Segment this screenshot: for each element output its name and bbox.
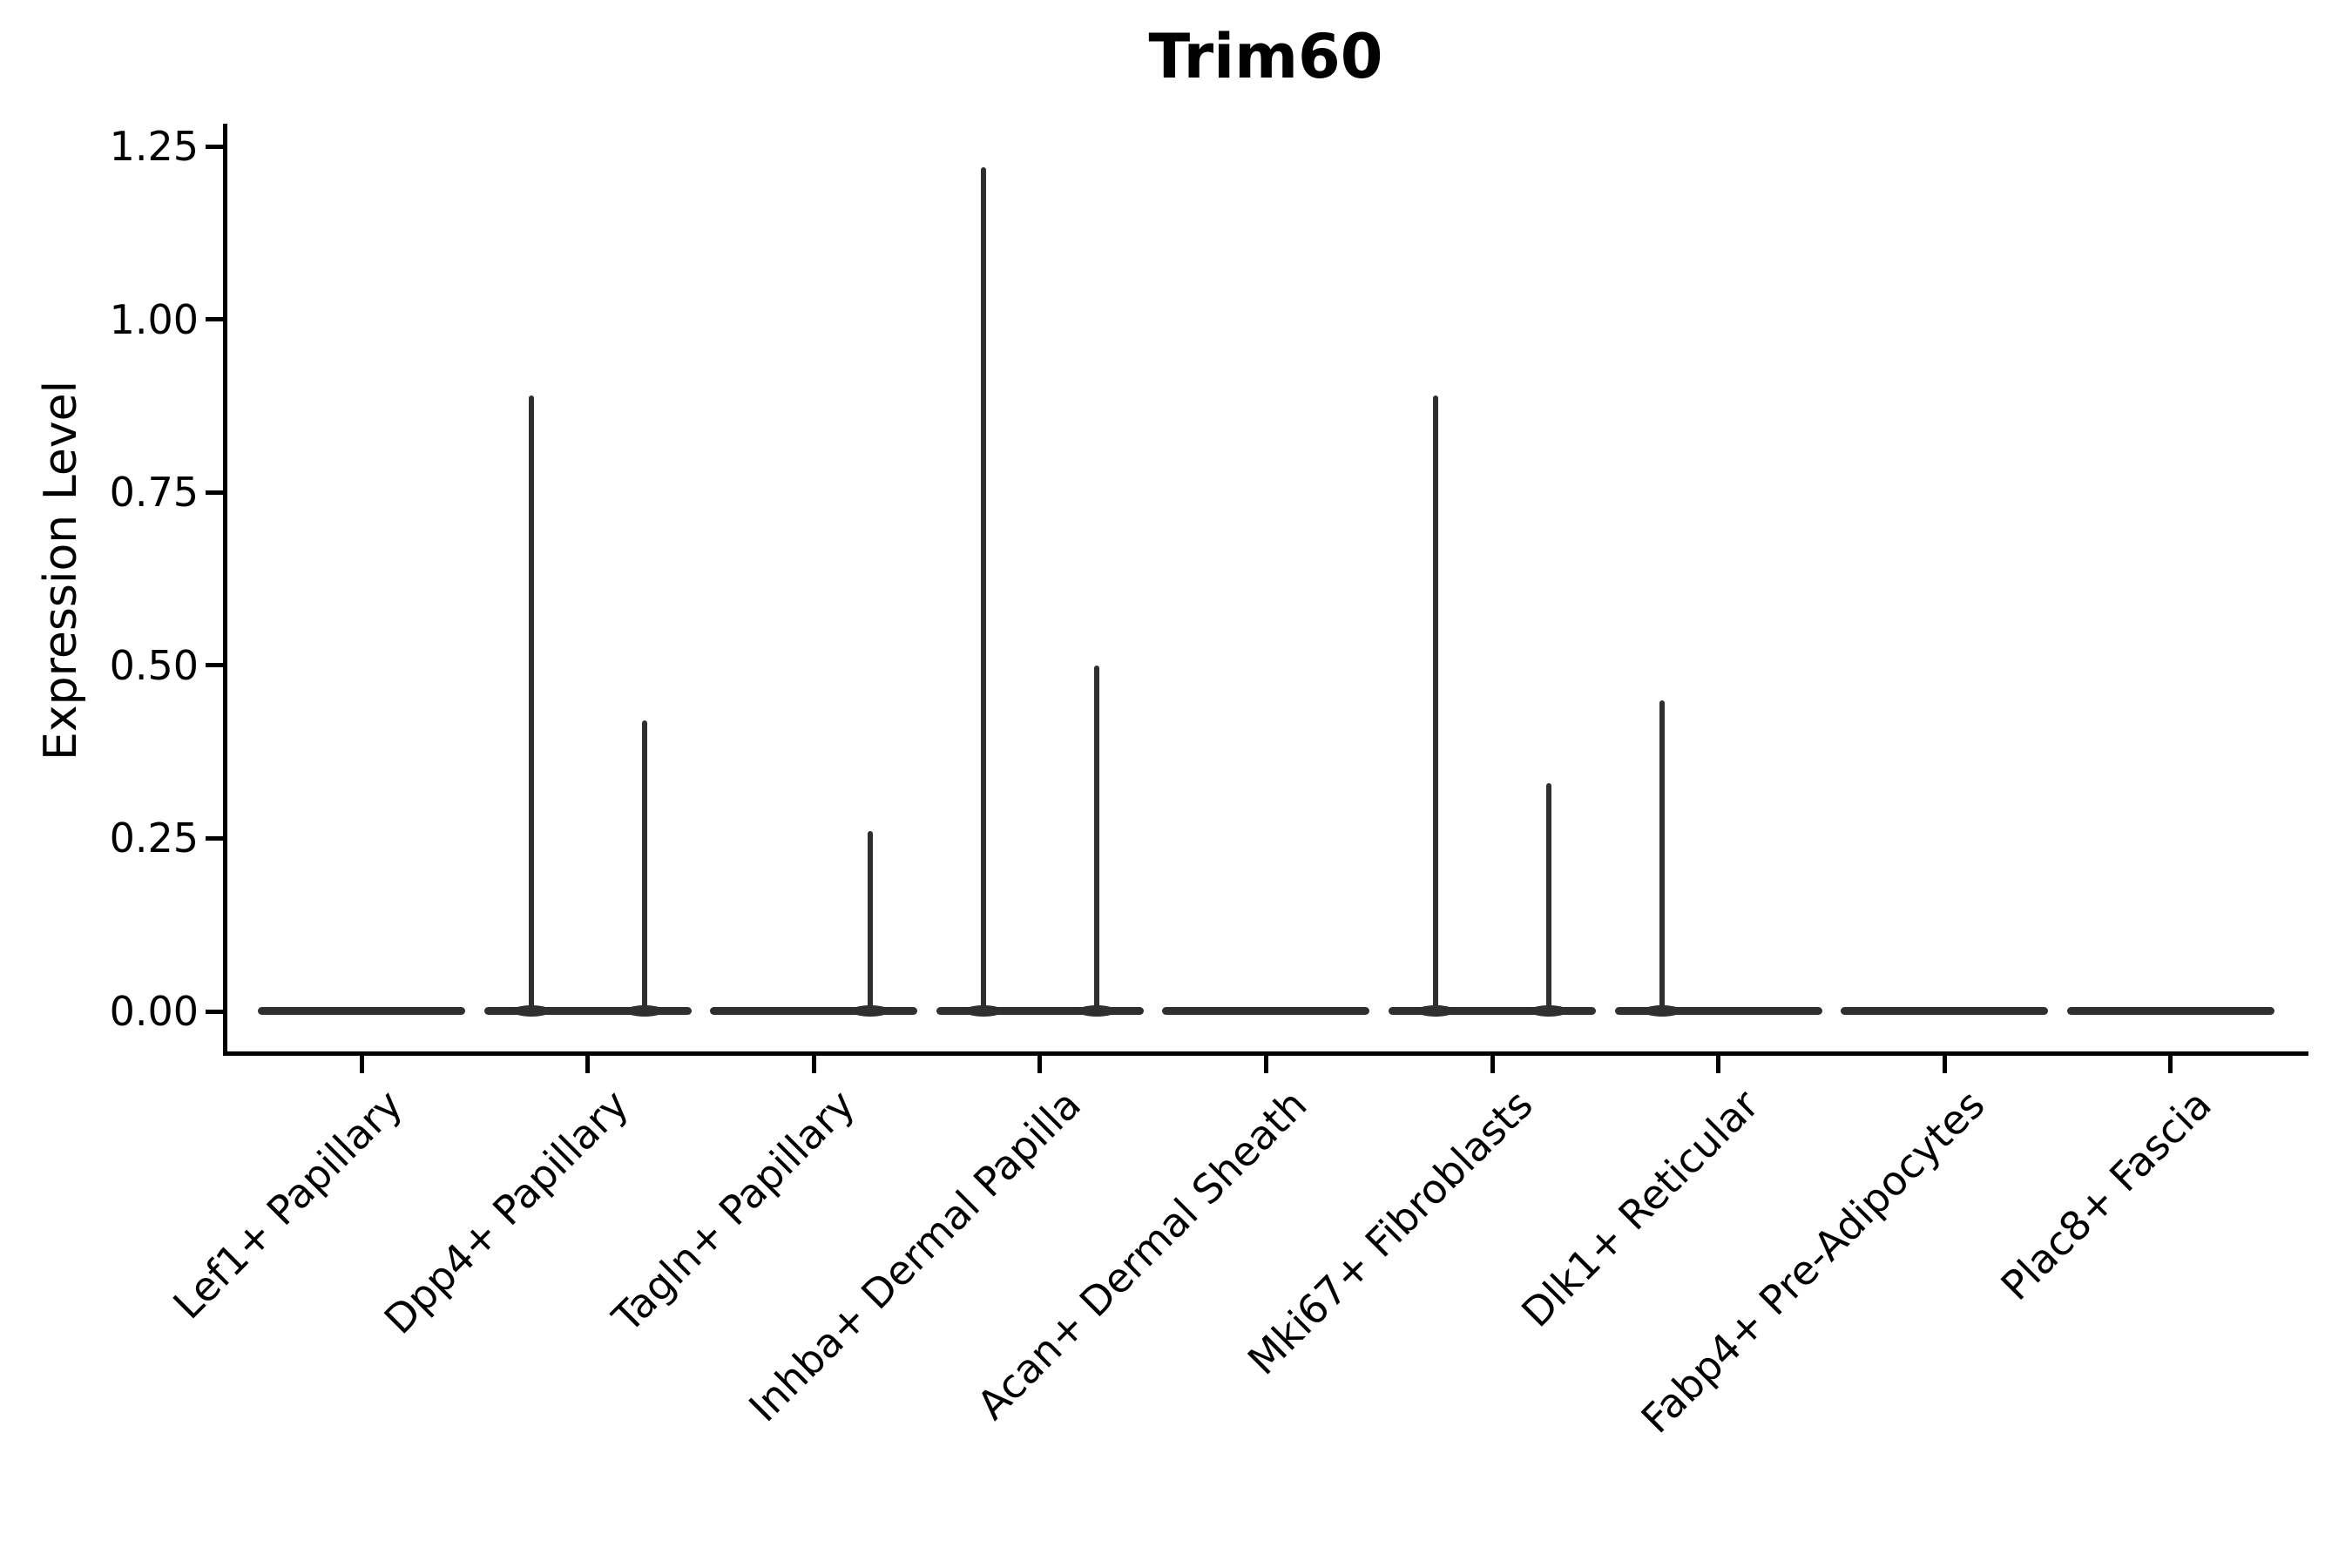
violin-bar xyxy=(1614,1007,1822,1015)
x-tick-label: Lef1+ Papillary xyxy=(163,1080,411,1328)
x-tick xyxy=(2168,1056,2173,1073)
violin-bar xyxy=(936,1007,1144,1015)
x-tick-label: Dpp4+ Papillary xyxy=(375,1080,638,1343)
x-tick xyxy=(1942,1056,1947,1073)
y-tick-label: 0.50 xyxy=(109,641,199,689)
violin-spike xyxy=(641,720,647,1015)
y-tick xyxy=(206,663,223,668)
violin-spike xyxy=(980,166,986,1015)
y-tick-label: 0.25 xyxy=(109,814,199,862)
y-tick-label: 1.25 xyxy=(109,123,199,170)
violin-bar xyxy=(1389,1007,1596,1015)
x-tick xyxy=(359,1056,364,1073)
chart-title: Trim60 xyxy=(1148,21,1383,92)
y-tick-label: 0.75 xyxy=(109,469,199,517)
x-tick xyxy=(1037,1056,1043,1073)
x-tick xyxy=(1716,1056,1721,1073)
violin-spike xyxy=(528,395,534,1015)
x-tick-label: Dlk1+ Reticular xyxy=(1512,1080,1768,1336)
violin-bar xyxy=(710,1007,918,1015)
violin-spike xyxy=(1433,395,1439,1015)
x-tick xyxy=(1263,1056,1268,1073)
violin-spike xyxy=(868,831,874,1015)
x-tick xyxy=(1490,1056,1495,1073)
y-tick-label: 0.00 xyxy=(109,988,199,1035)
x-axis-spine xyxy=(223,1051,2308,1056)
x-tick xyxy=(585,1056,591,1073)
x-tick-label: Plac8+ Fascia xyxy=(1991,1080,2220,1309)
violin-bar xyxy=(1841,1007,2049,1015)
y-tick xyxy=(206,835,223,841)
y-axis-spine xyxy=(223,124,227,1056)
y-tick xyxy=(206,317,223,322)
violin-bar xyxy=(258,1007,465,1015)
x-tick-label: Tagln+ Papillary xyxy=(603,1080,863,1342)
y-tick xyxy=(206,490,223,495)
violin-bar xyxy=(483,1007,692,1015)
violin-bar xyxy=(2066,1007,2274,1015)
x-tick xyxy=(811,1056,816,1073)
y-axis-label: Expression Level xyxy=(35,380,87,761)
y-tick xyxy=(206,144,223,149)
violin-spike xyxy=(1093,665,1099,1015)
violin-spike xyxy=(1545,782,1551,1015)
y-tick-label: 1.00 xyxy=(109,295,199,343)
y-tick xyxy=(206,1009,223,1014)
violin-bar xyxy=(1162,1007,1370,1015)
violin-spike xyxy=(1659,700,1665,1015)
